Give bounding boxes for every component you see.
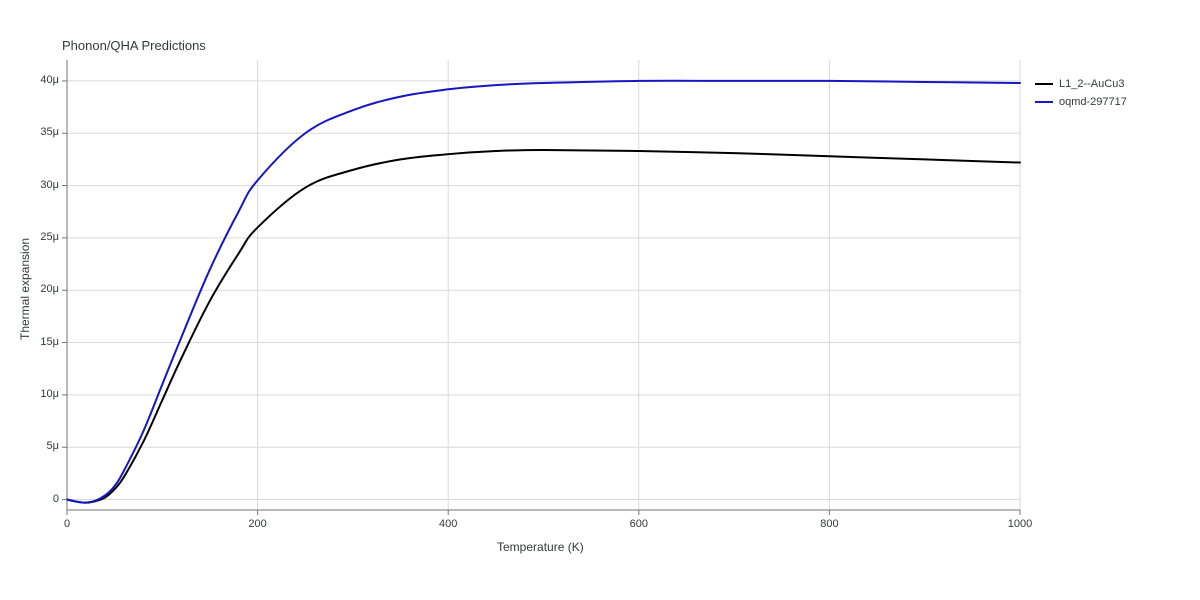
legend-label: L1_2--AuCu3 [1059, 78, 1124, 90]
x-tick-label: 1000 [1005, 518, 1035, 530]
y-tick-label: 10μ [40, 388, 59, 400]
y-tick-label: 35μ [40, 126, 59, 138]
legend-item[interactable]: oqmd-297717 [1035, 96, 1127, 108]
series-lines [67, 81, 1020, 503]
tick-marks [62, 81, 1020, 515]
legend-swatch [1035, 83, 1053, 85]
y-tick-label: 15μ [40, 336, 59, 348]
series-line [67, 150, 1020, 503]
x-tick-label: 0 [52, 518, 82, 530]
y-tick-label: 20μ [40, 283, 59, 295]
axes [67, 60, 1020, 510]
x-tick-label: 400 [433, 518, 463, 530]
y-tick-label: 40μ [40, 74, 59, 86]
legend-swatch [1035, 101, 1053, 103]
legend-item[interactable]: L1_2--AuCu3 [1035, 78, 1124, 90]
x-tick-label: 200 [243, 518, 273, 530]
grid [67, 60, 1020, 510]
legend-label: oqmd-297717 [1059, 96, 1127, 108]
y-tick-label: 25μ [40, 231, 59, 243]
y-tick-label: 5μ [47, 440, 59, 452]
plot-svg [0, 0, 1200, 600]
chart-container: Phonon/QHA Predictions Thermal expansion… [0, 0, 1200, 600]
y-tick-label: 30μ [40, 179, 59, 191]
x-tick-label: 600 [624, 518, 654, 530]
series-line [67, 81, 1020, 503]
x-tick-label: 800 [814, 518, 844, 530]
y-tick-label: 0 [53, 493, 59, 505]
